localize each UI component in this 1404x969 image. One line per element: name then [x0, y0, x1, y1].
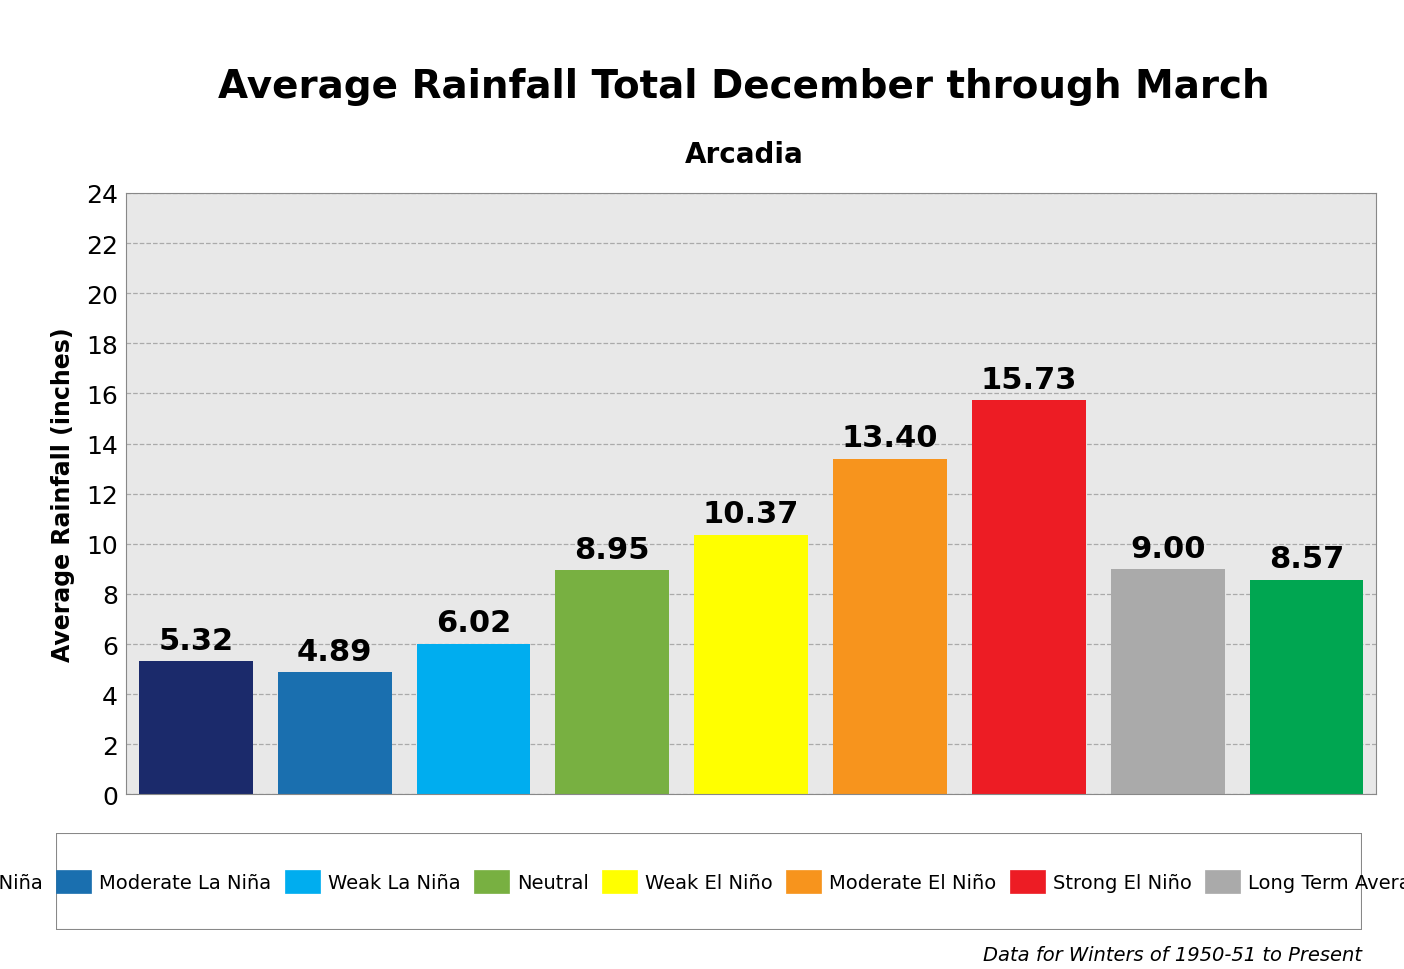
Bar — [972, 401, 1085, 795]
Y-axis label: Average Rainfall (inches): Average Rainfall (inches) — [51, 328, 74, 661]
Text: Arcadia: Arcadia — [685, 141, 803, 169]
Text: 8.57: 8.57 — [1269, 545, 1344, 574]
Bar — [1250, 580, 1363, 795]
Text: 8.95: 8.95 — [574, 535, 650, 564]
Bar — [417, 643, 531, 795]
Text: 13.40: 13.40 — [842, 423, 938, 453]
Bar — [556, 571, 670, 795]
Bar — [1111, 569, 1224, 795]
Bar — [694, 535, 809, 795]
Text: 10.37: 10.37 — [703, 500, 799, 529]
Text: 9.00: 9.00 — [1130, 534, 1206, 563]
Text: 4.89: 4.89 — [296, 637, 372, 666]
Legend: Strong La Niña, Moderate La Niña, Weak La Niña, Neutral, Weak El Niño, Moderate : Strong La Niña, Moderate La Niña, Weak L… — [0, 860, 1404, 903]
Text: Average Rainfall Total December through March: Average Rainfall Total December through … — [218, 68, 1271, 106]
Text: 5.32: 5.32 — [159, 626, 233, 655]
Text: 15.73: 15.73 — [980, 365, 1077, 394]
Text: 6.02: 6.02 — [435, 609, 511, 638]
Text: Data for Winters of 1950-51 to Present: Data for Winters of 1950-51 to Present — [983, 945, 1362, 964]
Bar — [833, 459, 946, 795]
Bar — [139, 662, 253, 795]
Bar — [278, 672, 392, 795]
